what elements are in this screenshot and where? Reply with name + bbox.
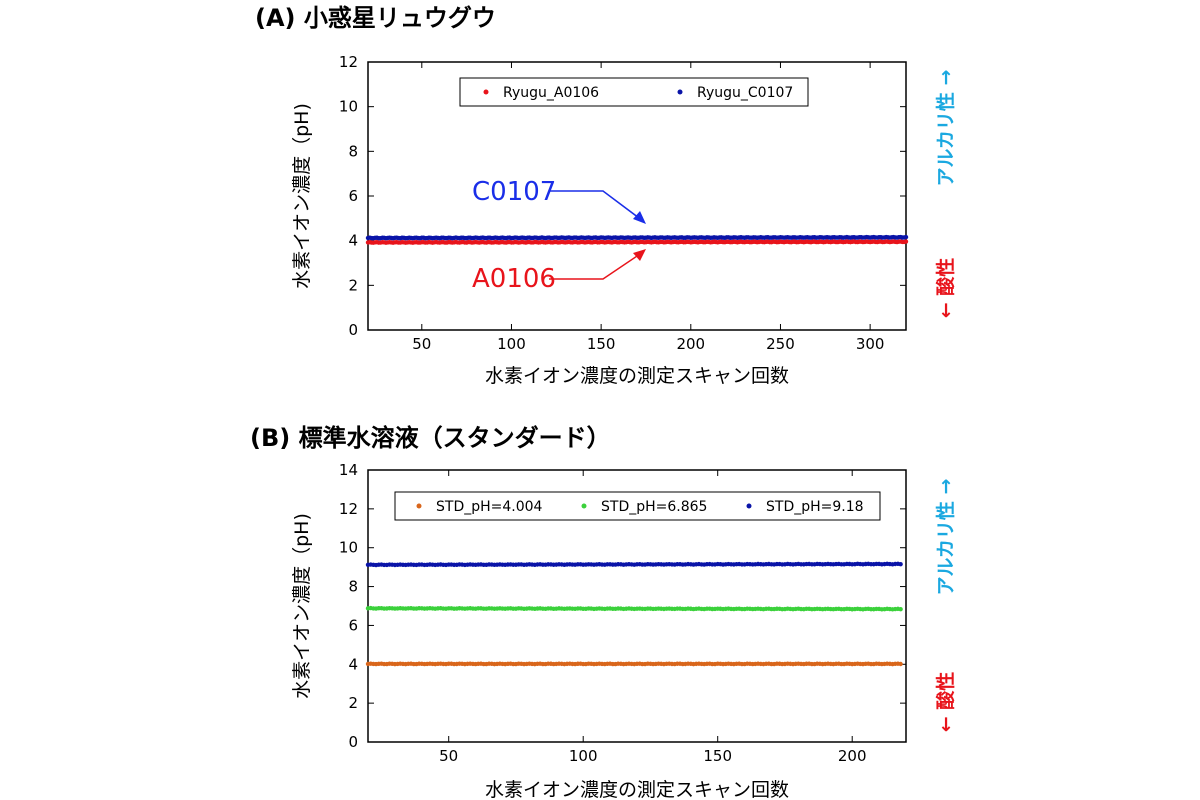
data-point [898, 607, 903, 612]
y-tick-label: 0 [348, 733, 358, 751]
y-tick-label: 0 [348, 321, 358, 339]
legend-label-a0106: Ryugu_A0106 [503, 85, 599, 101]
chart-b-y-axis-label: 水素イオン濃度（pH) [291, 513, 313, 699]
y-tick-label: 4 [348, 232, 358, 250]
chart-a-x-axis-label: 水素イオン濃度の測定スキャン回数 [485, 365, 789, 387]
legend-marker-c0107 [677, 89, 683, 95]
y-tick-label: 10 [339, 539, 358, 557]
callout-a0106-arrowhead [633, 249, 646, 261]
legend-label-std-6865: STD_pH=6.865 [601, 499, 707, 515]
chart-a-legend: Ryugu_A0106 Ryugu_C0107 [459, 77, 809, 107]
y-tick-label: 8 [348, 578, 358, 596]
x-tick-label: 150 [587, 335, 616, 353]
y-tick-label: 6 [348, 616, 358, 634]
chart-b-alkaline-label: アルカリ性 → [934, 479, 957, 596]
y-tick-label: 12 [339, 500, 358, 518]
series-ryugu-a0106 [365, 239, 909, 245]
y-tick-label: 6 [348, 187, 358, 205]
x-tick-label: 250 [766, 335, 795, 353]
callout-c0107-arrow [549, 190, 644, 222]
chart-a: (A) 小惑星リュウグウ 50 100 150 200 250 300024681012 … [255, 4, 957, 387]
chart-a-acidic-label: ← 酸性 [934, 258, 957, 319]
legend-label-std-918: STD_pH=9.18 [766, 499, 864, 515]
x-tick-label: 200 [838, 747, 867, 765]
chart-a-alkaline-label: アルカリ性 → [934, 70, 957, 187]
chart-b-ticks: 50 100 150 200 0 2 4 6 8 10 12 14 [339, 461, 906, 765]
callout-c0107-arrowhead [633, 211, 646, 224]
chart-a-title: (A) 小惑星リュウグウ [255, 4, 496, 32]
chart-b-acidic-label: ← 酸性 [934, 672, 957, 733]
data-point [903, 239, 909, 244]
x-tick-label: 100 [497, 335, 526, 353]
chart-b-legend: STD_pH=4.004 STD_pH=6.865 STD_pH=9.18 [394, 491, 881, 521]
chart-b-series [365, 561, 903, 667]
data-point [898, 661, 903, 667]
y-tick-label: 2 [348, 694, 358, 712]
chart-b-legend-box [394, 491, 881, 521]
chart-a-y-axis-label: 水素イオン濃度（pH) [291, 103, 313, 289]
y-tick-label: 10 [339, 98, 358, 116]
series-ryugu-c0107 [365, 234, 909, 241]
y-tick-label: 4 [348, 655, 358, 673]
y-tick-label: 8 [348, 142, 358, 160]
chart-a-series [365, 234, 909, 245]
chart-b-title: (B) 標準水溶液（スタンダード） [250, 424, 611, 452]
legend-label-std-4004: STD_pH=4.004 [436, 499, 543, 515]
chart-b-x-axis-label: 水素イオン濃度の測定スキャン回数 [485, 779, 789, 800]
chart-a-legend-box [459, 77, 809, 107]
series-std-ph-6-865 [365, 605, 903, 612]
chart-a-ticks: 50 100 150 200 250 300 0 2 4 6 8 10 12 [339, 53, 906, 353]
series-std-ph-4-004 [365, 661, 903, 667]
x-tick-label: 100 [569, 747, 598, 765]
callout-a0106-arrow [549, 251, 644, 280]
legend-label-c0107: Ryugu_C0107 [697, 85, 793, 101]
chart-b: (B) 標準水溶液（スタンダード） 50 100 150 200 0 2 4 6 8 10 12 14… [250, 424, 957, 800]
data-point [898, 561, 903, 567]
data-point [903, 234, 909, 240]
y-tick-label: 14 [339, 461, 358, 479]
legend-marker-a0106 [483, 89, 489, 95]
legend-marker-std-918 [746, 503, 752, 509]
callout-c0107: C0107 [472, 177, 556, 207]
series-std-ph-9-18 [365, 561, 903, 568]
legend-marker-std-6865 [581, 503, 587, 509]
chart-b-plot-frame [367, 469, 907, 743]
y-tick-label: 2 [348, 276, 358, 294]
x-tick-label: 50 [412, 335, 431, 353]
callout-a0106: A0106 [472, 264, 556, 294]
legend-marker-std-4004 [416, 503, 422, 509]
y-tick-label: 12 [339, 53, 358, 71]
x-tick-label: 50 [439, 747, 458, 765]
x-tick-label: 150 [703, 747, 732, 765]
x-tick-label: 300 [856, 335, 885, 353]
x-tick-label: 200 [676, 335, 705, 353]
